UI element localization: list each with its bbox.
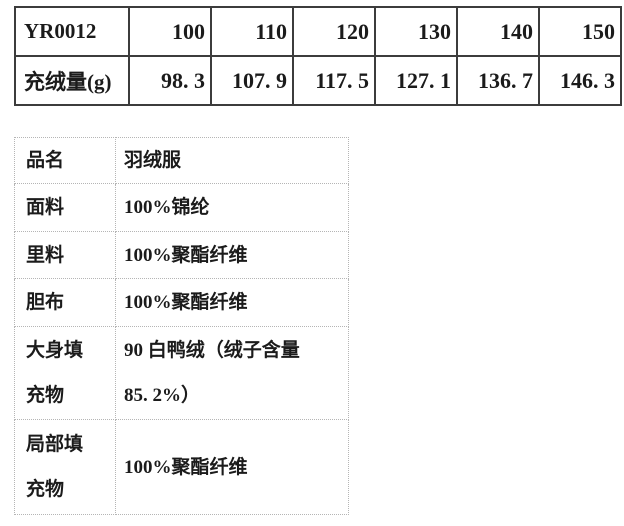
size-fill-table: YR0012 100 110 120 130 140 150 充绒量(g) 98… [14,6,622,106]
spec-value-cell: 100%聚酯纤维 [115,278,349,327]
fill-value-cell: 127. 1 [374,55,458,106]
fill-value-cell: 136. 7 [456,55,540,106]
fill-weight-row: 充绒量(g) 98. 3 107. 9 117. 5 127. 1 136. 7… [14,55,622,106]
spec-row-lining: 里料 100%聚酯纤维 [14,231,349,279]
fill-label-cell: 充绒量(g) [14,55,130,106]
spec-value-cell: 90 白鸭绒（绒子含量 85. 2%） [115,326,349,420]
size-header-cell: 150 [538,6,622,57]
spec-value-cell: 100%锦纶 [115,183,349,232]
size-header-cell: 100 [128,6,212,57]
spec-row-body-filling: 大身填 充物 90 白鸭绒（绒子含量 85. 2%） [14,326,349,420]
size-header-cell: 130 [374,6,458,57]
product-spec-table: 品名 羽绒服 面料 100%锦纶 里料 100%聚酯纤维 胆布 100%聚酯纤维… [14,137,349,515]
spec-value-cell: 100%聚酯纤维 [115,419,349,515]
model-code-cell: YR0012 [14,6,130,57]
spec-row-partial-filling: 局部填 充物 100%聚酯纤维 [14,419,349,515]
spec-label-cell: 里料 [14,231,116,279]
spec-label-cell: 面料 [14,183,116,232]
size-header-row: YR0012 100 110 120 130 140 150 [14,6,622,57]
size-header-cell: 140 [456,6,540,57]
spec-value-cell: 羽绒服 [115,137,349,184]
spec-row-shell-fabric: 面料 100%锦纶 [14,183,349,232]
size-header-cell: 120 [292,6,376,57]
spec-row-interlining: 胆布 100%聚酯纤维 [14,278,349,327]
spec-label-cell: 胆布 [14,278,116,327]
fill-value-cell: 117. 5 [292,55,376,106]
fill-value-cell: 146. 3 [538,55,622,106]
spec-label-cell: 局部填 充物 [14,419,116,515]
spec-label-cell: 大身填 充物 [14,326,116,420]
fill-value-cell: 107. 9 [210,55,294,106]
spec-value-cell: 100%聚酯纤维 [115,231,349,279]
spec-label-cell: 品名 [14,137,116,184]
size-header-cell: 110 [210,6,294,57]
fill-value-cell: 98. 3 [128,55,212,106]
spec-row-product-name: 品名 羽绒服 [14,137,349,184]
